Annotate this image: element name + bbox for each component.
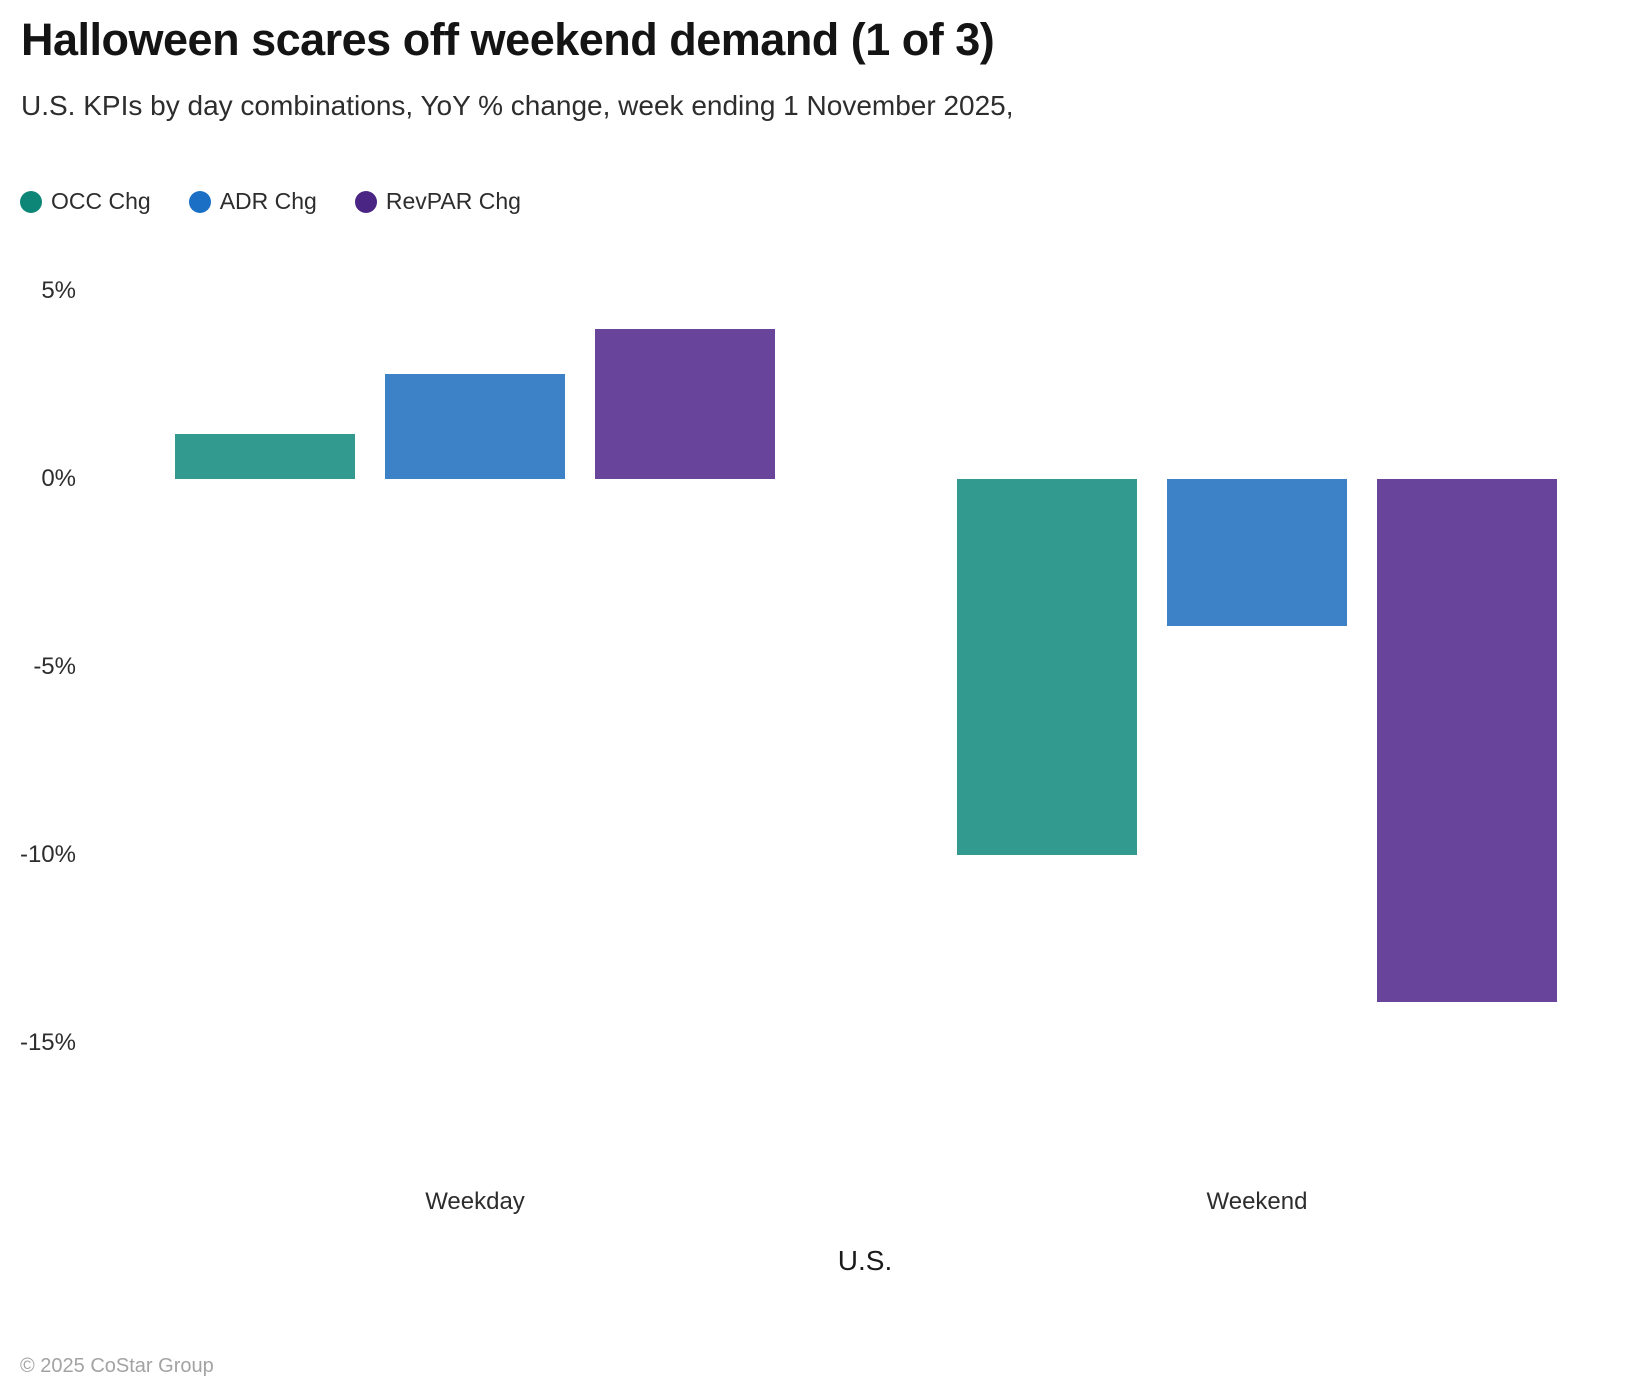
legend-item-label: ADR Chg [219, 188, 317, 214]
bar-weekday-revpar-chg [595, 328, 775, 479]
legend-marker-icon [188, 190, 211, 213]
y-axis-tick-label: 0% [41, 465, 76, 492]
y-axis-tick-label: -5% [33, 653, 76, 680]
bar-weekend-revpar-chg [1377, 479, 1557, 1002]
legend-item-adr-chg[interactable]: ADR Chg [188, 188, 317, 215]
bar-weekday-adr-chg [385, 373, 565, 479]
x-axis-title: U.S. [837, 1245, 893, 1276]
legend: OCC Chg ADR Chg RevPAR Chg [20, 188, 559, 215]
legend-item-label: RevPAR Chg [385, 188, 521, 214]
chart-title: Halloween scares off weekend demand (1 o… [21, 14, 995, 65]
bar-weekday-occ-chg [175, 433, 355, 479]
chart-subtitle: U.S. KPIs by day combinations, YoY % cha… [21, 90, 1014, 121]
y-axis-tick-label: -10% [19, 841, 76, 868]
legend-marker-icon [20, 190, 42, 213]
legend-item-label: OCC Chg [51, 188, 151, 214]
bar-weekend-adr-chg [1167, 479, 1347, 626]
legend-item-revpar-chg[interactable]: RevPAR Chg [354, 188, 521, 215]
bar-weekend-occ-chg [957, 479, 1137, 855]
x-axis-category-label-weekend: Weekend [1206, 1188, 1308, 1215]
legend-marker-icon [354, 190, 377, 213]
footer-copyright: © 2025 CoStar Group [20, 1355, 214, 1377]
x-axis-category-label-weekday: Weekday [425, 1188, 525, 1215]
y-axis-tick-label: 5% [41, 277, 76, 304]
y-axis-tick-label: -15% [19, 1029, 76, 1056]
legend-item-occ-chg[interactable]: OCC Chg [20, 188, 151, 215]
